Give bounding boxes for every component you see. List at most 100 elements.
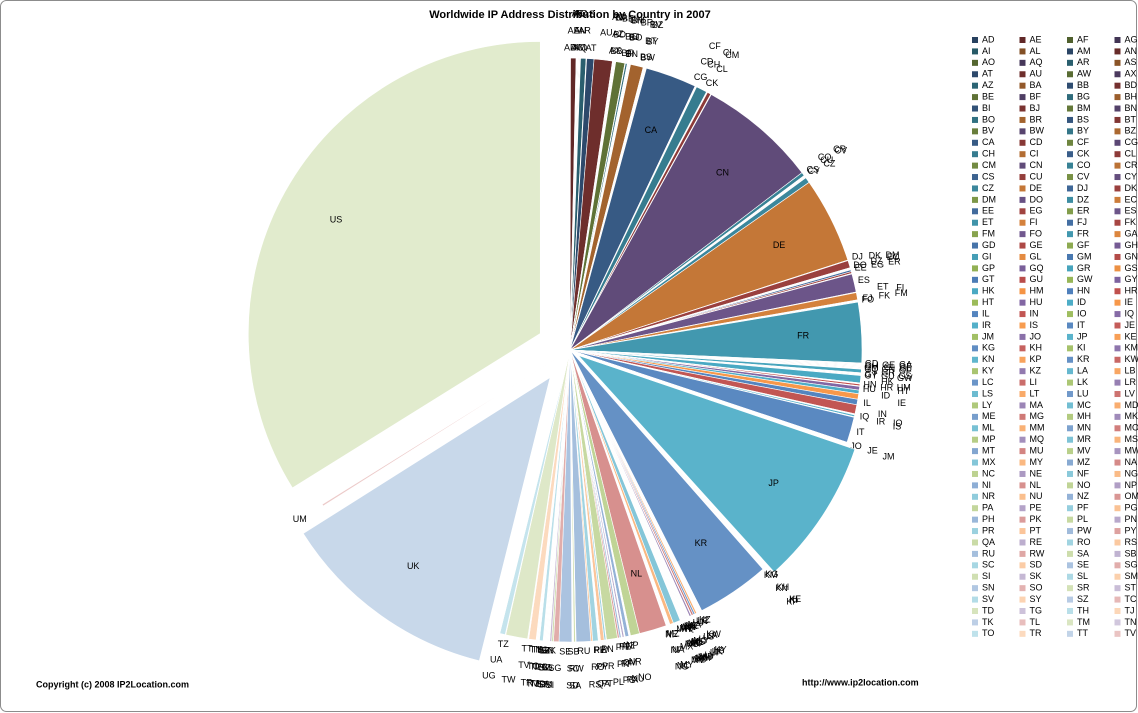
legend-swatch — [972, 311, 978, 318]
legend-label: MQ — [1030, 434, 1045, 444]
legend-swatch — [1067, 231, 1073, 238]
legend-swatch — [1019, 368, 1026, 375]
legend-swatch — [1067, 528, 1073, 535]
slice-label: DM — [885, 250, 899, 260]
slice-label: LA — [706, 630, 717, 640]
legend-swatch — [1019, 116, 1026, 123]
legend-swatch — [1019, 493, 1026, 500]
slice-label: JE — [867, 445, 878, 455]
legend-swatch — [972, 436, 978, 443]
legend-swatch — [1067, 368, 1073, 375]
slice-label: BS — [640, 52, 652, 62]
legend-swatch — [1114, 242, 1121, 249]
legend-label: SL — [1077, 571, 1088, 581]
legend-label: SE — [1077, 560, 1089, 570]
legend-swatch — [1067, 516, 1073, 523]
slice-label: LS — [703, 632, 714, 642]
legend-label: BV — [982, 126, 994, 136]
slice-label: SE — [559, 646, 571, 656]
slice-label: NU — [632, 673, 645, 683]
slice-label: BO — [629, 32, 642, 42]
legend-label: MZ — [1077, 457, 1090, 467]
legend-label: FR — [1077, 229, 1089, 239]
legend-label: BE — [982, 91, 994, 101]
legend-label: EG — [1030, 206, 1043, 216]
legend-label: RE — [1030, 537, 1043, 547]
legend-label: BM — [1077, 103, 1091, 113]
legend-label: GA — [1125, 229, 1138, 239]
legend-label: LA — [1077, 366, 1088, 376]
legend-swatch — [1114, 436, 1121, 443]
slice-label: OM — [623, 658, 638, 668]
slice-label: GY — [864, 371, 877, 381]
legend-label: BJ — [1030, 103, 1041, 113]
slice-label: BF — [621, 48, 633, 58]
legend-label: DK — [1125, 183, 1138, 193]
legend-swatch — [1067, 345, 1073, 352]
slice-label: BN — [626, 49, 639, 59]
slice-label: NP — [626, 640, 639, 650]
slice-label: BV — [650, 20, 662, 30]
legend-label: IN — [1030, 308, 1039, 318]
legend-swatch — [1114, 276, 1121, 283]
slice-label: TN — [530, 644, 542, 654]
slice-label: BB — [611, 46, 623, 56]
legend-swatch — [972, 356, 978, 363]
legend-label: CY — [1125, 171, 1138, 181]
legend-label: BZ — [1125, 126, 1137, 136]
legend-label: MG — [1030, 411, 1045, 421]
legend-swatch — [1019, 151, 1026, 158]
slice-label: MY — [680, 659, 694, 669]
slice-label: TW — [502, 675, 516, 685]
legend-swatch — [1019, 139, 1026, 146]
legend-label: LK — [1077, 377, 1088, 387]
legend-label: TG — [1030, 605, 1043, 615]
slice-label: AO — [575, 9, 588, 19]
legend-label: ME — [982, 411, 996, 421]
legend-label: NI — [982, 480, 991, 490]
legend-label: ID — [1077, 297, 1087, 307]
legend-label: SO — [1030, 583, 1043, 593]
slice-label: BR — [641, 17, 654, 27]
legend-swatch — [1067, 379, 1073, 386]
legend-label: PW — [1077, 525, 1092, 535]
legend-swatch — [1114, 196, 1121, 203]
slice-label: CV — [835, 145, 848, 155]
legend-swatch — [1114, 608, 1121, 614]
legend-label: PG — [1125, 503, 1138, 513]
legend-swatch — [1019, 379, 1026, 386]
legend-swatch — [1067, 94, 1073, 101]
legend-label: LI — [1030, 377, 1038, 387]
legend-swatch — [972, 562, 978, 569]
slice-label: IE — [897, 398, 906, 408]
legend-swatch — [1067, 139, 1073, 146]
slice-label: HR — [880, 383, 893, 393]
legend-label: CO — [1077, 160, 1091, 170]
slice-label: MQ — [680, 623, 695, 633]
slice-label: ME — [685, 621, 699, 631]
slice-label: LU — [693, 618, 705, 628]
legend-swatch — [972, 242, 978, 249]
legend-swatch — [1067, 596, 1073, 603]
legend-label: GP — [982, 263, 995, 273]
slice-label: SO — [539, 662, 552, 672]
legend-label: MV — [1077, 445, 1091, 455]
legend-label: NO — [1077, 480, 1091, 490]
legend-label: CM — [982, 160, 996, 170]
legend-swatch — [1067, 505, 1073, 512]
slice-label: NF — [671, 645, 683, 655]
legend-label: AS — [1125, 57, 1137, 67]
slice-label: BY — [647, 36, 659, 46]
slice-label: DO — [853, 260, 867, 270]
legend-swatch — [1114, 299, 1121, 306]
legend-label: LR — [1125, 377, 1137, 387]
slice-label: KP — [786, 596, 798, 606]
legend-label: MU — [1030, 445, 1044, 455]
legend-swatch — [1067, 459, 1073, 466]
legend-swatch — [1067, 608, 1073, 614]
legend-label: MA — [1030, 400, 1044, 410]
slice-label: RU — [577, 646, 590, 656]
slice-label: IR — [876, 416, 886, 426]
slice-label: BI — [626, 48, 635, 58]
slice-label: HU — [863, 384, 876, 394]
